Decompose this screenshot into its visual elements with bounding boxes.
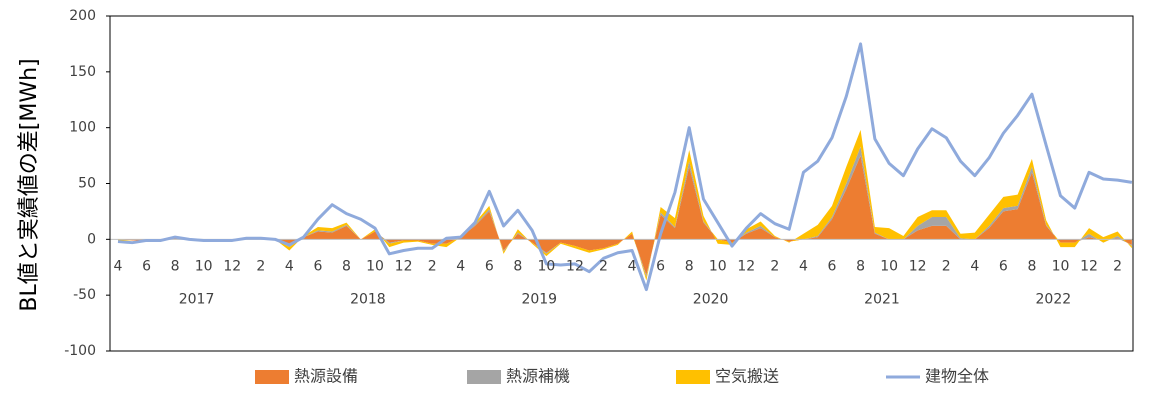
legend-swatch bbox=[676, 370, 710, 384]
x-tick-label: 6 bbox=[485, 258, 494, 274]
x-tick-label: 8 bbox=[856, 258, 865, 274]
legend-item: 建物全体 bbox=[886, 367, 989, 386]
legend-swatch bbox=[467, 370, 501, 384]
x-tick-label: 2 bbox=[256, 258, 265, 274]
x-tick-label: 8 bbox=[342, 258, 351, 274]
x-tick-label: 12 bbox=[566, 258, 584, 274]
area bbox=[118, 146, 1132, 278]
legend-label: 空気搬送 bbox=[715, 367, 779, 386]
plot-area bbox=[109, 15, 1134, 352]
x-tick-label: 2 bbox=[428, 258, 437, 274]
y-tick-label: 200 bbox=[69, 8, 96, 24]
x-tick-label: 4 bbox=[456, 258, 465, 274]
x-tick-label: 4 bbox=[114, 258, 123, 274]
x-tick-label: 8 bbox=[685, 258, 694, 274]
x-tick-label: 6 bbox=[142, 258, 151, 274]
x-tick-label: 10 bbox=[366, 258, 384, 274]
y-tick-label: 100 bbox=[69, 120, 96, 136]
y-axis-title: BL値と実績値の差[MWh] bbox=[17, 58, 42, 311]
x-tick-label: 2 bbox=[599, 258, 608, 274]
x-tick-label: 10 bbox=[709, 258, 727, 274]
x-tick-label: 6 bbox=[999, 258, 1008, 274]
y-tick-label: 0 bbox=[87, 231, 96, 247]
x-tick-label: 8 bbox=[171, 258, 180, 274]
x-tick-label: 2 bbox=[770, 258, 779, 274]
year-label: 2019 bbox=[521, 291, 557, 307]
year-label: 2017 bbox=[179, 291, 215, 307]
x-tick-label: 4 bbox=[799, 258, 808, 274]
x-tick-label: 2 bbox=[942, 258, 951, 274]
y-tick-label: -100 bbox=[64, 343, 96, 359]
x-tick-label: 10 bbox=[195, 258, 213, 274]
x-tick-label: 12 bbox=[1080, 258, 1098, 274]
area bbox=[118, 155, 1132, 276]
x-tick-label: 4 bbox=[285, 258, 294, 274]
year-label: 2021 bbox=[864, 291, 900, 307]
x-tick-label: 10 bbox=[537, 258, 555, 274]
year-label: 2018 bbox=[350, 291, 386, 307]
y-tick-label: 50 bbox=[78, 176, 96, 192]
y-tick-label: -50 bbox=[73, 287, 96, 303]
x-tick-label: 4 bbox=[970, 258, 979, 274]
x-tick-label: 4 bbox=[628, 258, 637, 274]
x-tick-label: 12 bbox=[737, 258, 755, 274]
legend: 熱源設備 熱源補機 空気搬送 建物全体 bbox=[255, 367, 989, 386]
legend-item: 熱源設備 bbox=[255, 367, 358, 386]
legend-label: 熱源補機 bbox=[506, 367, 570, 386]
year-label: 2022 bbox=[1036, 291, 1072, 307]
x-tick-label: 2 bbox=[1113, 258, 1122, 274]
legend-item: 熱源補機 bbox=[467, 367, 570, 386]
x-tick-label: 12 bbox=[395, 258, 413, 274]
line bbox=[117, 42, 1133, 292]
x-tick-label: 10 bbox=[880, 258, 898, 274]
x-tick-label: 6 bbox=[313, 258, 322, 274]
x-tick-label: 6 bbox=[828, 258, 837, 274]
legend-swatch bbox=[255, 370, 289, 384]
x-tick-label: 8 bbox=[1027, 258, 1036, 274]
legend-label: 熱源設備 bbox=[294, 367, 358, 386]
plot-border bbox=[109, 15, 1134, 352]
x-tick-label: 6 bbox=[656, 258, 665, 274]
legend-label: 建物全体 bbox=[925, 367, 989, 386]
area bbox=[118, 129, 1132, 281]
x-tick-label: 8 bbox=[513, 258, 522, 274]
x-tick-label: 12 bbox=[223, 258, 241, 274]
y-tick-label: 150 bbox=[69, 64, 96, 80]
x-tick-label: 10 bbox=[1052, 258, 1070, 274]
legend-item: 空気搬送 bbox=[676, 367, 779, 386]
x-tick-label: 12 bbox=[909, 258, 927, 274]
year-label: 2020 bbox=[693, 291, 729, 307]
